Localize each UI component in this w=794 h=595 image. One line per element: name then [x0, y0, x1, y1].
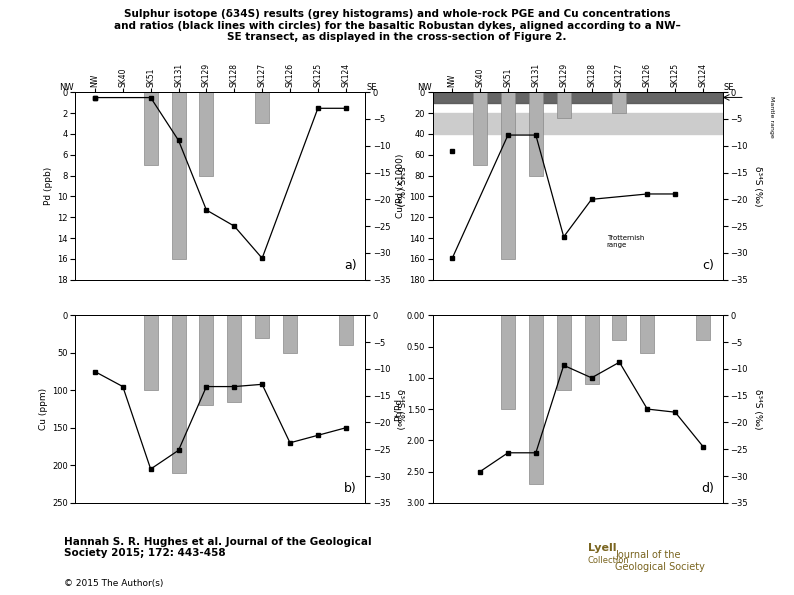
Bar: [529, 315, 543, 484]
Bar: [172, 92, 186, 259]
Text: Trotternish
range: Trotternish range: [607, 234, 644, 248]
Text: c): c): [702, 259, 714, 272]
Bar: [501, 92, 515, 259]
Text: d): d): [701, 483, 714, 495]
Bar: [557, 92, 571, 118]
Bar: [172, 315, 186, 473]
Bar: [144, 315, 158, 390]
Bar: [501, 315, 515, 409]
Bar: [255, 315, 269, 338]
Text: NW: NW: [60, 83, 74, 92]
Text: Journal of the
Geological Society: Journal of the Geological Society: [615, 550, 705, 572]
Bar: [612, 315, 626, 340]
Bar: [199, 92, 214, 176]
Y-axis label: δ³⁴S (‰): δ³⁴S (‰): [753, 389, 761, 430]
Bar: [433, 113, 723, 134]
Y-axis label: δ³⁴S (‰): δ³⁴S (‰): [753, 165, 761, 206]
Y-axis label: Cu/Pd (x1000): Cu/Pd (x1000): [396, 154, 405, 218]
Bar: [473, 92, 487, 165]
Bar: [199, 315, 214, 405]
Bar: [529, 92, 543, 176]
Text: b): b): [344, 483, 357, 495]
Bar: [612, 92, 626, 113]
Y-axis label: δ³⁴S (‰): δ³⁴S (‰): [395, 165, 404, 206]
Text: Hannah S. R. Hughes et al. Journal of the Geological
Society 2015; 172: 443-458: Hannah S. R. Hughes et al. Journal of th…: [64, 537, 371, 558]
Y-axis label: Pd (ppb): Pd (ppb): [44, 167, 53, 205]
Text: Lyell: Lyell: [588, 543, 616, 553]
Bar: [283, 315, 297, 353]
Text: NW: NW: [417, 83, 431, 92]
Bar: [557, 315, 571, 390]
Y-axis label: Cu (ppm): Cu (ppm): [39, 388, 48, 430]
Bar: [255, 92, 269, 124]
Text: SE: SE: [724, 83, 734, 92]
Text: Mantle range: Mantle range: [769, 96, 774, 137]
Y-axis label: δ³⁴S (‰): δ³⁴S (‰): [395, 389, 404, 430]
Bar: [696, 315, 710, 340]
Bar: [640, 315, 654, 353]
Bar: [227, 315, 241, 402]
Text: Collection: Collection: [588, 556, 630, 565]
Bar: [339, 315, 353, 345]
Text: © 2015 The Author(s): © 2015 The Author(s): [64, 579, 163, 588]
Text: Sulphur isotope (δ34S) results (grey histograms) and whole-rock PGE and Cu conce: Sulphur isotope (δ34S) results (grey his…: [114, 9, 680, 42]
Bar: [584, 315, 599, 384]
Text: SE: SE: [367, 83, 377, 92]
Text: a): a): [344, 259, 357, 272]
Bar: [433, 92, 723, 102]
Bar: [144, 92, 158, 165]
Y-axis label: Pt/Pd: Pt/Pd: [393, 397, 403, 421]
